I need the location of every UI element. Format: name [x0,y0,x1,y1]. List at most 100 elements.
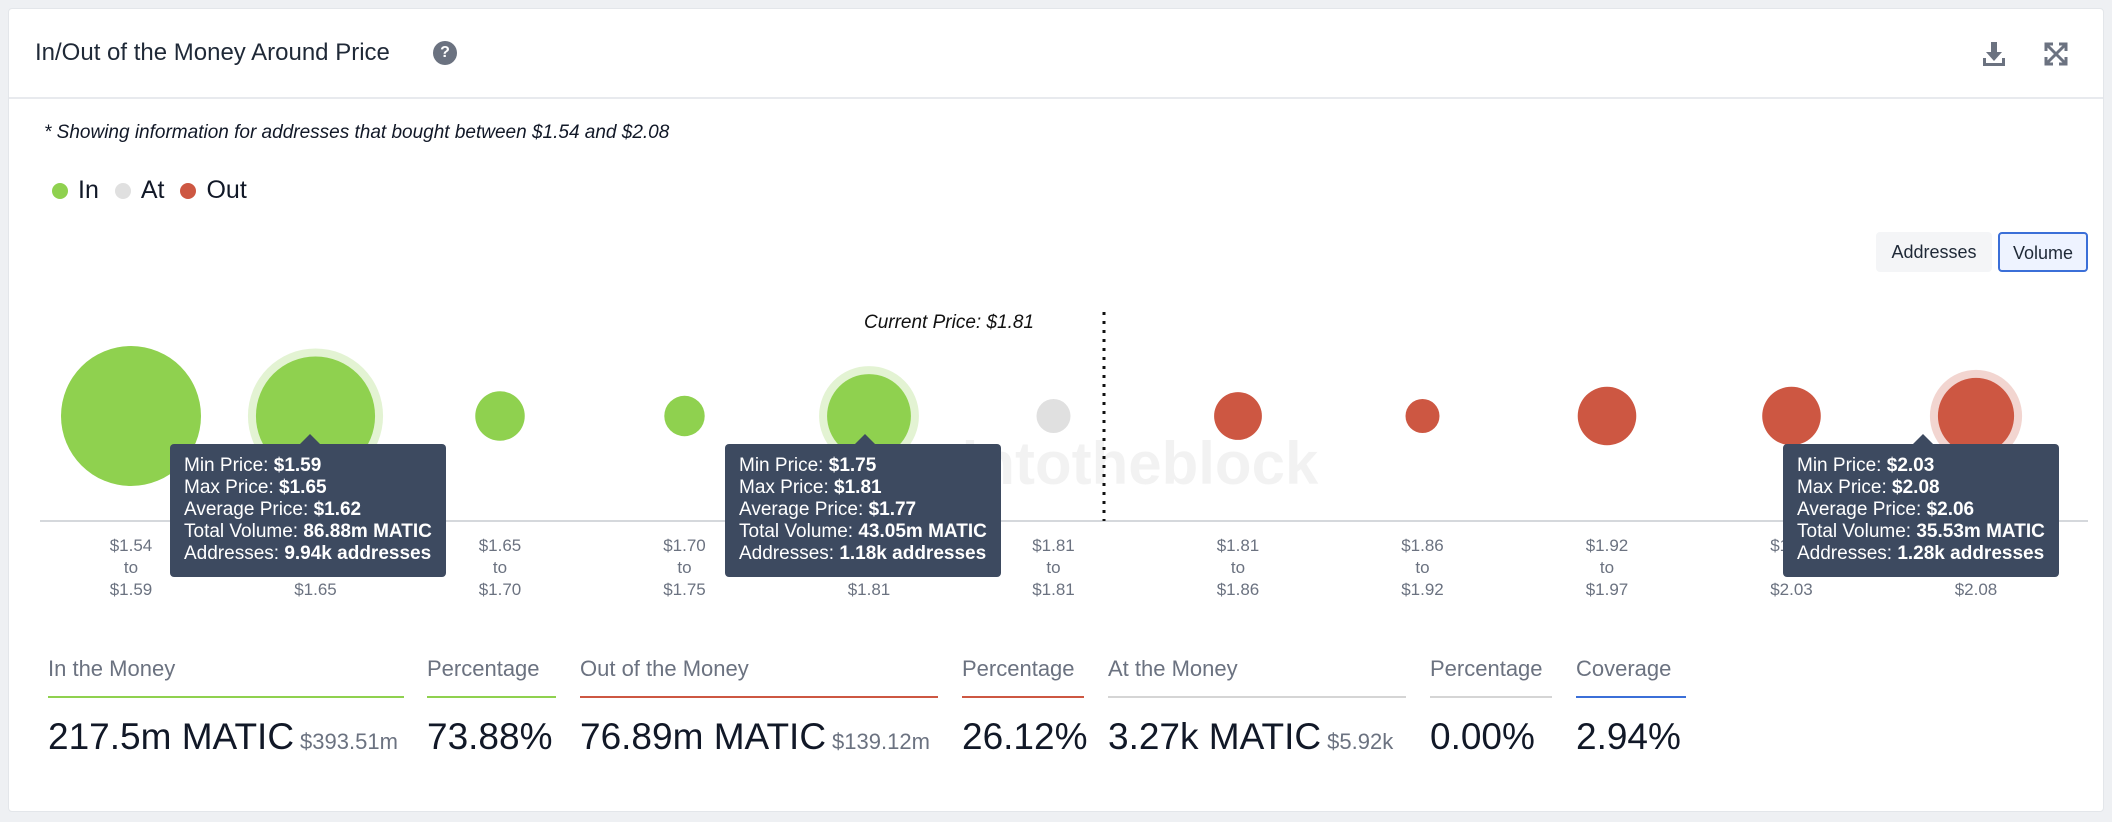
stat-label: At the Money [1108,656,1406,698]
stat-value: 73.88% [427,716,553,757]
stat-in-percentage: Percentage 73.88% [427,656,556,758]
legend-dot-in [52,182,68,199]
tooltip-addr-value: 1.18k addresses [839,543,987,564]
stat-value: 217.5m MATIC [48,716,295,757]
tooltip-addr-value: 9.94k addresses [284,543,432,564]
x-tick-label: to [1231,558,1245,577]
x-tick-label: $1.81 [1032,580,1075,599]
x-tick-label: to [1046,558,1060,577]
legend-item-at[interactable]: At [114,176,164,205]
volume-toggle-button[interactable]: Volume [1998,232,2088,272]
stat-value: 0.00% [1430,716,1535,757]
tooltip-bucket-4: Min Price: $1.75 Max Price: $1.81 Averag… [725,434,1001,577]
legend-item-in[interactable]: In [52,176,99,205]
stat-coverage: Coverage 2.94% [1576,656,1686,758]
x-tick-label: $1.92 [1586,536,1629,555]
tooltip-vol-value: 86.88m MATIC [303,521,432,542]
tooltip-avg-value: $2.06 [1926,499,1975,520]
stat-in-the-money: In the Money 217.5m MATIC $393.51m [48,656,404,758]
tooltip-vol-label: Total Volume: [184,521,299,542]
x-tick-label: to [124,558,138,577]
x-tick-label: $1.92 [1401,580,1444,599]
stat-value-row: 3.27k MATIC $5.92k [1108,716,1406,758]
stat-out-percentage: Percentage 26.12% [962,656,1088,758]
x-tick-label: $1.81 [848,580,891,599]
tooltip-vol-label: Total Volume: [1797,521,1912,542]
x-tick-label: to [1600,558,1614,577]
tooltip-min-value: $2.03 [1886,455,1935,476]
legend-item-out[interactable]: Out [180,176,247,205]
x-tick-label: $1.70 [479,580,522,599]
current-price-label: Current Price: $1.81 [864,312,1034,333]
price-range-note: * Showing information for addresses that… [44,122,670,143]
legend-dot-at [114,182,131,199]
x-tick-label: to [493,558,507,577]
tooltip-avg-value: $1.62 [313,499,362,520]
x-tick-label: $1.81 [1032,536,1075,555]
tooltip-max-value: $1.81 [834,477,882,498]
stat-value: 76.89m MATIC [580,716,827,757]
stat-value: 3.27k MATIC [1108,716,1322,757]
x-tick-label: $1.97 [1586,580,1629,599]
stat-value: 2.94% [1576,716,1681,757]
tooltip-addr-label: Addresses: [184,543,280,564]
addresses-toggle-button[interactable]: Addresses [1876,232,1992,272]
chart-legend: In At Out [52,176,263,205]
bubble-out[interactable] [1937,377,2015,455]
stat-label: In the Money [48,656,404,698]
x-tick-label: $1.65 [294,580,337,599]
tooltip-addr-label: Addresses: [1797,543,1893,564]
tooltip-vol-label: Total Volume: [739,521,854,542]
bubble-in[interactable] [61,346,201,486]
x-tick-label: $1.70 [663,536,706,555]
stat-label: Percentage [962,656,1084,698]
x-tick-label: $1.54 [110,536,153,555]
stat-out-of-the-money: Out of the Money 76.89m MATIC $139.12m [580,656,938,758]
x-tick-label: $1.65 [479,536,522,555]
stat-value: 26.12% [962,716,1088,757]
tooltip-bucket-10: Min Price: $2.03 Max Price: $2.08 Averag… [1783,434,2059,577]
download-icon[interactable] [1977,37,2011,71]
expand-icon[interactable] [2039,37,2073,71]
x-tick-label: $1.75 [663,580,706,599]
bubble-in[interactable] [827,374,911,458]
tooltip-addr-value: 1.28k addresses [1897,543,2045,564]
question-circle-icon[interactable]: ? [433,41,457,65]
bubble-out[interactable] [1762,386,1821,446]
tooltip-avg-label: Average Price: [739,499,864,520]
card-title: In/Out of the Money Around Price [35,39,390,66]
x-tick-label: $1.86 [1401,536,1444,555]
bubble-in[interactable] [475,391,525,441]
tooltip-avg-label: Average Price: [184,499,309,520]
tooltip-vol-value: 35.53m MATIC [1916,521,2045,542]
bubble-in[interactable] [664,395,705,437]
x-tick-label: to [1415,558,1429,577]
tooltip-min-value: $1.75 [828,455,877,476]
bubble-out[interactable] [1577,386,1637,446]
stat-value-row: 76.89m MATIC $139.12m [580,716,938,758]
tooltip-max-label: Max Price: [184,477,274,498]
tooltip-min-label: Min Price: [739,455,824,476]
stat-at-the-money: At the Money 3.27k MATIC $5.92k [1108,656,1406,758]
card-header: In/Out of the Money Around Price ? [9,9,2103,99]
watermark: intotheblock [962,430,1319,497]
tooltip-min-label: Min Price: [184,455,269,476]
tooltip-bucket-1: Min Price: $1.59 Max Price: $1.65 Averag… [170,434,446,577]
tooltip-min-value: $1.59 [273,455,322,476]
stat-usd-value: $393.51m [300,729,398,754]
x-tick-label: $2.03 [1770,580,1813,599]
bubble-out[interactable] [1405,399,1440,433]
x-tick-label: $2.08 [1955,580,1998,599]
bubble-at[interactable] [1036,399,1071,433]
tooltip-max-label: Max Price: [739,477,829,498]
bubble-out[interactable] [1214,392,1262,440]
stat-usd-value: $5.92k [1327,729,1394,754]
bubble-series [61,346,2023,486]
stat-at-percentage: Percentage 0.00% [1430,656,1552,758]
x-tick-label: $1.81 [1217,536,1260,555]
stat-label: Percentage [427,656,556,698]
tooltip-max-label: Max Price: [1797,477,1887,498]
stat-label: Percentage [1430,656,1552,698]
stat-label: Coverage [1576,656,1686,698]
x-tick-label: $1.59 [110,580,153,599]
